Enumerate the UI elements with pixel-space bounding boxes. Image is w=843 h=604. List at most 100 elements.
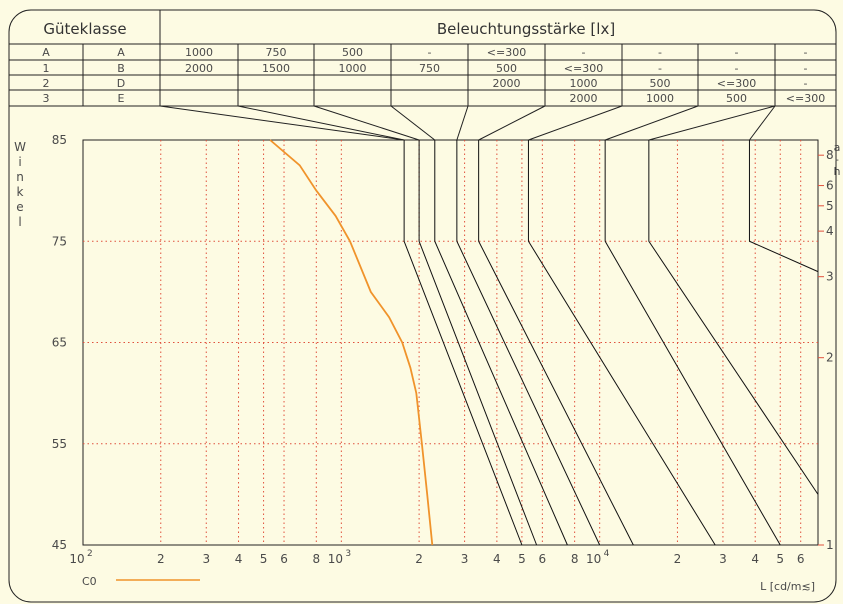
x-tick-label: 2 [674, 552, 682, 566]
limit-line [604, 140, 781, 546]
y-axis-label-char: k [17, 185, 24, 199]
table-cell-value: 1000 [570, 77, 598, 90]
table-cell-value: 2000 [570, 92, 598, 105]
legend: C0 [82, 575, 200, 588]
table-connector [456, 105, 469, 141]
y-tick-label: 55 [52, 437, 67, 451]
table-cell-value: - [804, 46, 808, 59]
limit-line [456, 140, 601, 546]
x-tick-label: 4 [235, 552, 243, 566]
x-tick-label: 2 [415, 552, 423, 566]
table-connector [390, 105, 436, 141]
table-cell-value: - [658, 62, 662, 75]
table-cell-klasse: E [118, 92, 125, 105]
x-tick-exponent: 2 [87, 549, 93, 559]
x-tick-label: 6 [797, 552, 805, 566]
right-axis-label-char: h [834, 165, 841, 178]
right-axis-label-char: - [835, 153, 839, 166]
y-axis-label-char: n [16, 170, 24, 184]
table-cell-value: <=300 [564, 62, 603, 75]
table-cell-value: - [804, 77, 808, 90]
table-connector [313, 105, 420, 141]
table-cell-value: 500 [650, 77, 671, 90]
table-cell-value: 1000 [646, 92, 674, 105]
x-tick-label: 3 [719, 552, 727, 566]
table-cell-value: 1500 [262, 62, 290, 75]
table-cell-value: - [804, 62, 808, 75]
table-cell-klasse: 3 [43, 92, 50, 105]
right-tick-label: 8 [826, 148, 834, 162]
table-connector [159, 105, 405, 141]
right-tick-label: 1 [826, 538, 834, 552]
table-cell-value: 750 [419, 62, 440, 75]
x-tick-label: 4 [493, 552, 501, 566]
series-c0-line [269, 139, 434, 546]
table-cell-value: 2000 [185, 62, 213, 75]
right-tick-label: 6 [826, 179, 834, 193]
table-connector [528, 105, 623, 141]
table-cell-value: 1000 [185, 46, 213, 59]
table-cell-value: 500 [496, 62, 517, 75]
right-tick-label: 5 [826, 199, 834, 213]
table-cell-value: - [658, 46, 662, 59]
y-tick-label: 75 [52, 234, 67, 248]
y-tick-label: 85 [52, 133, 67, 147]
x-tick-label: 8 [571, 552, 579, 566]
table-cell-value: <=300 [786, 92, 825, 105]
table-cell-value: <=300 [487, 46, 526, 59]
x-tick-label: 10 [328, 552, 343, 566]
x-tick-label: 3 [461, 552, 469, 566]
y-tick-label: 65 [52, 336, 67, 350]
table-cell-klasse: 2 [43, 77, 50, 90]
class-table: Güteklasse Beleuchtungsstärke [lx] A A 100… [9, 10, 836, 107]
limit-line [748, 140, 819, 273]
right-tick-label: 3 [826, 270, 834, 284]
table-header-beleuchtung: Beleuchtungsstärke [lx] [437, 20, 615, 38]
limit-line [648, 140, 819, 495]
x-tick-label: 5 [776, 552, 784, 566]
table-cell-value: 500 [726, 92, 747, 105]
limit-line [403, 140, 523, 546]
x-tick-label: 6 [539, 552, 547, 566]
limit-line [527, 140, 716, 546]
y-axis-label-char: e [16, 200, 23, 214]
table-cell-value: 500 [342, 46, 363, 59]
table-cell-klasse: 1 [43, 62, 50, 75]
table-cell-value: 2000 [493, 77, 521, 90]
x-tick-label: 3 [202, 552, 210, 566]
table-cell-value: - [735, 46, 739, 59]
right-tick-label: 4 [826, 224, 834, 238]
table-connector [604, 105, 699, 141]
x-tick-label: 10 [69, 552, 84, 566]
x-tick-label: 5 [260, 552, 268, 566]
table-cell-klasse: D [117, 77, 125, 90]
table-cell-value: - [735, 62, 739, 75]
table-cell-value: 1000 [339, 62, 367, 75]
x-tick-label: 5 [518, 552, 526, 566]
x-tick-label: 6 [280, 552, 288, 566]
limit-line [434, 140, 568, 546]
x-tick-exponent: 3 [345, 549, 351, 559]
legend-label-c0: C0 [82, 575, 97, 588]
table-header-klasse: Güteklasse [43, 20, 126, 38]
right-axis-label-char: a [834, 141, 841, 154]
table-cell-value: <=300 [717, 77, 756, 90]
limit-line [478, 140, 634, 546]
table-cell-value: 750 [266, 46, 287, 59]
table-connector [237, 105, 405, 141]
y-tick-label: 45 [52, 538, 67, 552]
x-tick-label: 4 [751, 552, 759, 566]
x-tick-exponent: 4 [604, 549, 610, 559]
table-cell-value: - [428, 46, 432, 59]
y-axis-label-char: W [14, 140, 26, 154]
x-tick-label: 8 [312, 552, 320, 566]
table-cell-klasse: B [117, 62, 125, 75]
table-cell-klasse: A [42, 46, 50, 59]
table-connector [749, 105, 776, 141]
x-tick-label: 10 [586, 552, 601, 566]
table-cell-klasse: A [117, 46, 125, 59]
x-tick-label: 2 [157, 552, 165, 566]
table-connector [478, 105, 546, 141]
